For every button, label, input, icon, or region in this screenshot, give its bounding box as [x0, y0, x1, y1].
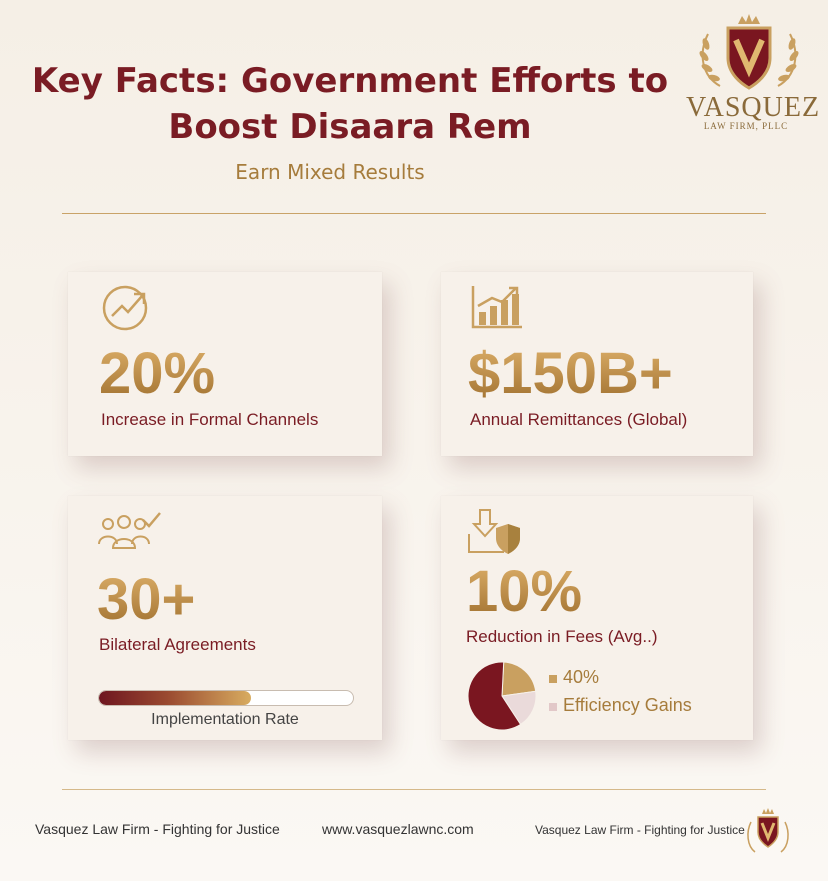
legend-swatch-gold	[549, 675, 557, 683]
implementation-progress-bar	[98, 690, 354, 706]
footer-crest-icon	[747, 808, 789, 853]
brand-subline: LAW FIRM, PLLC	[703, 121, 789, 131]
page-subtitle: Earn Mixed Results	[235, 160, 425, 184]
page-title: Key Facts: Government Efforts to Boost D…	[31, 61, 669, 147]
footer-tagline-right: Vasquez Law Firm - Fighting for Justice	[535, 823, 745, 837]
stat-card-annual-remittances	[441, 272, 753, 456]
implementation-progress-fill	[99, 691, 252, 705]
stat-label-annual-remittances: Annual Remittances (Global)	[470, 410, 688, 429]
fee-pie-chart	[467, 661, 537, 731]
legend-swatch-pink	[549, 703, 557, 711]
stat-value-formal-channels: 20%	[99, 341, 216, 406]
implementation-progress-label: Implementation Rate	[151, 711, 299, 728]
stat-value-annual-remittances: $150B+	[468, 341, 673, 406]
legend-label-percent: 40%	[563, 667, 600, 687]
bottom-divider	[62, 789, 766, 790]
pie-slice-0	[501, 661, 537, 697]
top-divider	[62, 213, 766, 214]
brand-name: VASQUEZ	[686, 92, 821, 123]
bar-chart-icon	[471, 286, 522, 329]
crest-icon	[699, 14, 799, 90]
download-shield-icon	[468, 509, 520, 554]
people-check-icon	[98, 512, 161, 549]
stat-card-formal-channels	[68, 272, 382, 456]
stat-label-formal-channels: Increase in Formal Channels	[101, 410, 319, 429]
legend-label-efficiency: Efficiency Gains	[563, 695, 692, 715]
stat-value-fee-reduction: 10%	[466, 559, 583, 624]
footer-website-link[interactable]: www.vasquezlawnc.com	[322, 821, 474, 837]
stat-label-bilateral-agreements: Bilateral Agreements	[99, 635, 256, 654]
trend-up-circle-icon	[102, 285, 148, 331]
pie-slice-2	[467, 661, 522, 731]
footer-tagline-left: Vasquez Law Firm - Fighting for Justice	[35, 821, 280, 837]
stat-value-bilateral-agreements: 30+	[97, 567, 196, 632]
stat-label-fee-reduction: Reduction in Fees (Avg..)	[466, 627, 658, 646]
